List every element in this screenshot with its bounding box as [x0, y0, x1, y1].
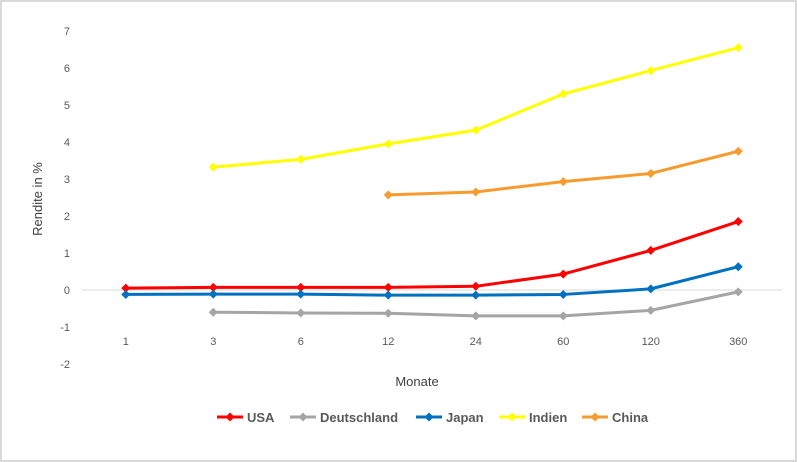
data-point-marker [383, 190, 393, 200]
series-indien [208, 43, 743, 172]
series-group [121, 43, 743, 321]
data-point-marker [646, 305, 656, 315]
data-point-marker [296, 282, 306, 292]
series-japan [121, 262, 743, 300]
legend-item-deutschland: Deutschland [290, 410, 398, 425]
data-point-marker [558, 177, 568, 187]
data-point-marker [558, 269, 568, 279]
series-line [213, 46, 739, 169]
y-tick-label: 1 [64, 248, 70, 260]
x-axis-ticks: 1 3 6 12 24 60 120 360 [123, 336, 748, 348]
x-tick-label: 3 [210, 336, 216, 348]
legend-item-japan: Japan [416, 410, 484, 425]
series-usa [121, 217, 743, 293]
data-point-marker [296, 154, 306, 164]
y-tick-label: 7 [64, 26, 70, 38]
data-point-marker [646, 168, 656, 178]
x-axis-title: Monate [395, 374, 438, 389]
data-point-marker [733, 146, 743, 156]
data-point-marker [471, 187, 481, 197]
data-point-marker [471, 281, 481, 291]
data-point-marker [558, 89, 568, 99]
series-deutschland [208, 287, 743, 321]
y-axis-title: Rendite in % [30, 162, 45, 236]
x-tick-label: 360 [729, 336, 747, 348]
legend-marker [298, 412, 308, 422]
data-point-marker [733, 262, 743, 272]
y-tick-label: 6 [64, 63, 70, 75]
legend-marker [590, 412, 600, 422]
y-tick-label: 2 [64, 211, 70, 223]
data-point-marker [733, 217, 743, 227]
y-tick-label: 0 [64, 285, 70, 297]
data-point-marker [471, 290, 481, 300]
series-line [125, 265, 739, 297]
x-tick-label: 120 [642, 336, 660, 348]
series-line [125, 220, 739, 290]
legend-label: Deutschland [320, 410, 398, 425]
legend-item-china: China [582, 410, 649, 425]
data-point-marker [383, 290, 393, 300]
data-point-marker [208, 282, 218, 292]
x-tick-label: 60 [557, 336, 569, 348]
data-point-marker [208, 307, 218, 317]
data-point-marker [646, 245, 656, 255]
legend-item-indien: Indien [499, 410, 567, 425]
legend-label: USA [247, 410, 275, 425]
x-tick-label: 12 [382, 336, 394, 348]
data-point-marker [383, 139, 393, 149]
data-point-marker [646, 284, 656, 294]
y-tick-label: 3 [64, 174, 70, 186]
legend-marker [507, 412, 517, 422]
data-point-marker [471, 125, 481, 135]
data-point-marker [733, 43, 743, 53]
legend-item-usa: USA [217, 410, 275, 425]
data-point-marker [208, 162, 218, 172]
data-point-marker [296, 308, 306, 318]
y-tick-label: 5 [64, 100, 70, 112]
data-point-marker [558, 289, 568, 299]
data-point-marker [296, 289, 306, 299]
y-axis-ticks: -2 -1 0 1 2 3 4 5 6 7 [60, 26, 70, 371]
data-point-marker [121, 289, 131, 299]
legend-label: Indien [529, 410, 567, 425]
data-point-marker [383, 282, 393, 292]
legend-marker [225, 412, 235, 422]
x-tick-label: 24 [470, 336, 482, 348]
data-point-marker [471, 311, 481, 321]
data-point-marker [383, 308, 393, 318]
x-tick-label: 1 [123, 336, 129, 348]
legend-marker [424, 412, 434, 422]
legend-label: Japan [446, 410, 484, 425]
data-point-marker [558, 311, 568, 321]
data-point-marker [646, 66, 656, 76]
x-tick-label: 6 [298, 336, 304, 348]
data-point-marker [733, 287, 743, 297]
legend-label: China [612, 410, 649, 425]
data-point-marker [208, 289, 218, 299]
y-tick-label: -1 [60, 322, 70, 334]
data-point-marker [121, 283, 131, 293]
series-china [383, 146, 743, 200]
y-tick-label: 4 [64, 137, 70, 149]
legend: USA Deutschland Japan Indien China [217, 410, 649, 425]
y-tick-label: -2 [60, 359, 70, 371]
series-line [388, 149, 739, 197]
